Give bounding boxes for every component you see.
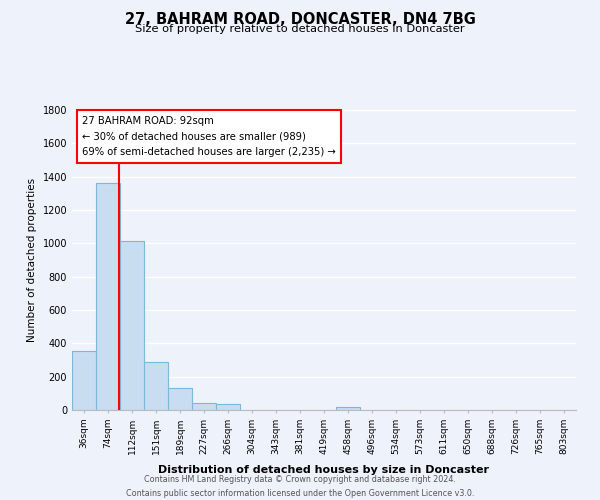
Bar	[120, 241, 144, 410]
Text: 27, BAHRAM ROAD, DONCASTER, DN4 7BG: 27, BAHRAM ROAD, DONCASTER, DN4 7BG	[125, 12, 475, 28]
Y-axis label: Number of detached properties: Number of detached properties	[27, 178, 37, 342]
X-axis label: Distribution of detached houses by size in Doncaster: Distribution of detached houses by size …	[158, 465, 490, 475]
Bar	[96, 184, 120, 410]
Text: Contains HM Land Registry data © Crown copyright and database right 2024.
Contai: Contains HM Land Registry data © Crown c…	[126, 476, 474, 498]
Bar	[168, 388, 192, 410]
Bar	[216, 404, 240, 410]
Bar	[336, 406, 360, 410]
Bar	[72, 351, 96, 410]
Text: 27 BAHRAM ROAD: 92sqm
← 30% of detached houses are smaller (989)
69% of semi-det: 27 BAHRAM ROAD: 92sqm ← 30% of detached …	[82, 116, 336, 157]
Text: Size of property relative to detached houses in Doncaster: Size of property relative to detached ho…	[135, 24, 465, 34]
Bar	[144, 362, 168, 410]
Bar	[192, 402, 216, 410]
